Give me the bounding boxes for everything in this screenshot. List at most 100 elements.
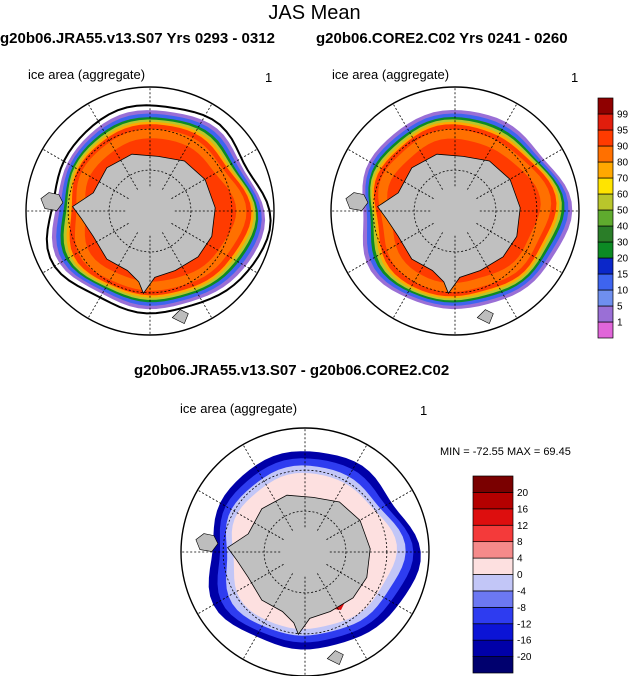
left-south-america-land: [40, 192, 64, 211]
ice-colorbar-tick-label: 1: [617, 318, 623, 329]
right-meridian-line: [467, 103, 518, 190]
left-meridian-line: [42, 148, 129, 199]
diff-colorbar-box: [472, 590, 514, 608]
diff-meridian-line: [197, 489, 284, 540]
diff-colorbar-tick-label: -4: [517, 586, 526, 597]
right-meridian-line: [467, 232, 518, 319]
right-map-border: [330, 86, 580, 336]
diff-colorbar-tick-label: 4: [517, 554, 523, 565]
right-meridian-line: [347, 223, 434, 274]
left-meridian-line: [42, 223, 129, 274]
ice-colorbar-box: [597, 321, 614, 339]
diff-colorbar-tick-label: -20: [517, 652, 532, 663]
left-meridian-line: [87, 232, 138, 319]
diff-colorbar-tick-label: 16: [517, 504, 529, 515]
ice-colorbar-box: [597, 209, 614, 227]
ice-colorbar-tick-label: 5: [617, 302, 623, 313]
diff-meridian-line: [317, 444, 368, 531]
diff-colorbar-tick-label: -8: [517, 603, 526, 614]
diff-title: g20b06.JRA55.v13.S07 - g20b06.CORE2.C02: [134, 362, 450, 379]
ice-colorbar-box: [597, 177, 614, 195]
diff-map-border: [180, 427, 430, 676]
ice-colorbar-tick-label: 15: [617, 270, 629, 281]
ice-colorbar-box: [597, 129, 614, 147]
ice-colorbar-tick-label: 60: [617, 190, 629, 201]
ice-colorbar-box: [597, 97, 614, 115]
main-title: JAS Mean: [268, 2, 361, 24]
diff-meridian-line: [326, 489, 413, 540]
diff-unit-label: 1: [420, 403, 428, 418]
diff-colorbar-tick-label: -12: [517, 619, 532, 630]
diff-colorbar-tick-label: 8: [517, 537, 523, 548]
ice-colorbar-box: [597, 273, 614, 291]
diff-south-america-land: [195, 533, 219, 552]
left-meridian-line: [162, 103, 213, 190]
diff-colorbar-tick-label: -16: [517, 636, 532, 647]
diff-map: [180, 427, 430, 676]
diff-field-label: ice area (aggregate): [180, 401, 298, 416]
right-unit-label: 1: [571, 70, 579, 85]
right-meridian-line: [476, 223, 563, 274]
diff-colorbar-box: [472, 492, 514, 510]
left-unit-label: 1: [265, 70, 273, 85]
ice-colorbar-tick-label: 40: [617, 222, 629, 233]
diff-colorbar-box: [472, 557, 514, 575]
left-meridian-line: [171, 148, 258, 199]
diff-colorbar-tick-label: 12: [517, 521, 529, 532]
ice-colorbar-tick-label: 30: [617, 238, 629, 249]
ice-colorbar-box: [597, 193, 614, 211]
diff-colorbar-box: [472, 656, 514, 674]
left-map: [25, 86, 275, 336]
ice-colorbar-box: [597, 145, 614, 163]
left-map-border: [25, 86, 275, 336]
left-meridian-line: [162, 232, 213, 319]
left-meridian-line: [87, 103, 138, 190]
right-meridian-line: [392, 103, 443, 190]
left-new-zealand-land: [171, 309, 189, 325]
left-panel-title: g20b06.JRA55.v13.S07 Yrs 0293 - 0312: [0, 30, 275, 47]
ice-colorbar-tick-label: 50: [617, 206, 629, 217]
diff-colorbar-box: [472, 574, 514, 592]
ice-colorbar-box: [597, 113, 614, 131]
right-new-zealand-land: [476, 309, 494, 325]
diff-colorbar-box: [472, 508, 514, 526]
ice-colorbar-box: [597, 225, 614, 243]
minmax-label: MIN = -72.55 MAX = 69.45: [440, 446, 571, 458]
ice-colorbar-tick-label: 20: [617, 254, 629, 265]
diff-meridian-line: [197, 564, 284, 615]
right-south-america-land: [345, 192, 369, 211]
diff-colorbar-tick-label: 0: [517, 570, 523, 581]
right-meridian-line: [347, 148, 434, 199]
ice-colorbar-box: [597, 161, 614, 179]
diff-colorbar-tick-label: 20: [517, 488, 529, 499]
diff-colorbar-box: [472, 475, 514, 493]
ice-colorbar-box: [597, 257, 614, 275]
left-field-label: ice area (aggregate): [28, 67, 146, 82]
ice-colorbar-tick-label: 99: [617, 110, 629, 121]
right-field-label: ice area (aggregate): [332, 67, 450, 82]
diff-new-zealand-land: [326, 650, 344, 666]
ice-colorbar-tick-label: 90: [617, 142, 629, 153]
diff-colorbar-box: [472, 623, 514, 641]
right-meridian-line: [476, 148, 563, 199]
diff-colorbar-box: [472, 606, 514, 625]
right-map: [330, 86, 580, 336]
diff-antarctica-land: [227, 494, 371, 636]
diff-colorbar-box: [472, 524, 514, 543]
right-meridian-line: [392, 232, 443, 319]
right-antarctica-land: [377, 153, 521, 295]
left-meridian-line: [171, 223, 258, 274]
left-antarctica-land: [72, 153, 216, 295]
diff-meridian-line: [326, 564, 413, 615]
ice-colorbar-box: [597, 305, 614, 323]
ice-colorbar-tick-label: 10: [617, 286, 629, 297]
ice-colorbar-tick-label: 80: [617, 158, 629, 169]
ice-colorbar-box: [597, 241, 614, 259]
diff-colorbar-box: [472, 639, 514, 657]
diff-meridian-line: [242, 444, 293, 531]
right-panel-title: g20b06.CORE2.C02 Yrs 0241 - 0260: [316, 30, 568, 47]
diff-meridian-line: [242, 573, 293, 660]
ice-colorbar-box: [597, 289, 614, 307]
diff-colorbar-box: [472, 541, 514, 559]
